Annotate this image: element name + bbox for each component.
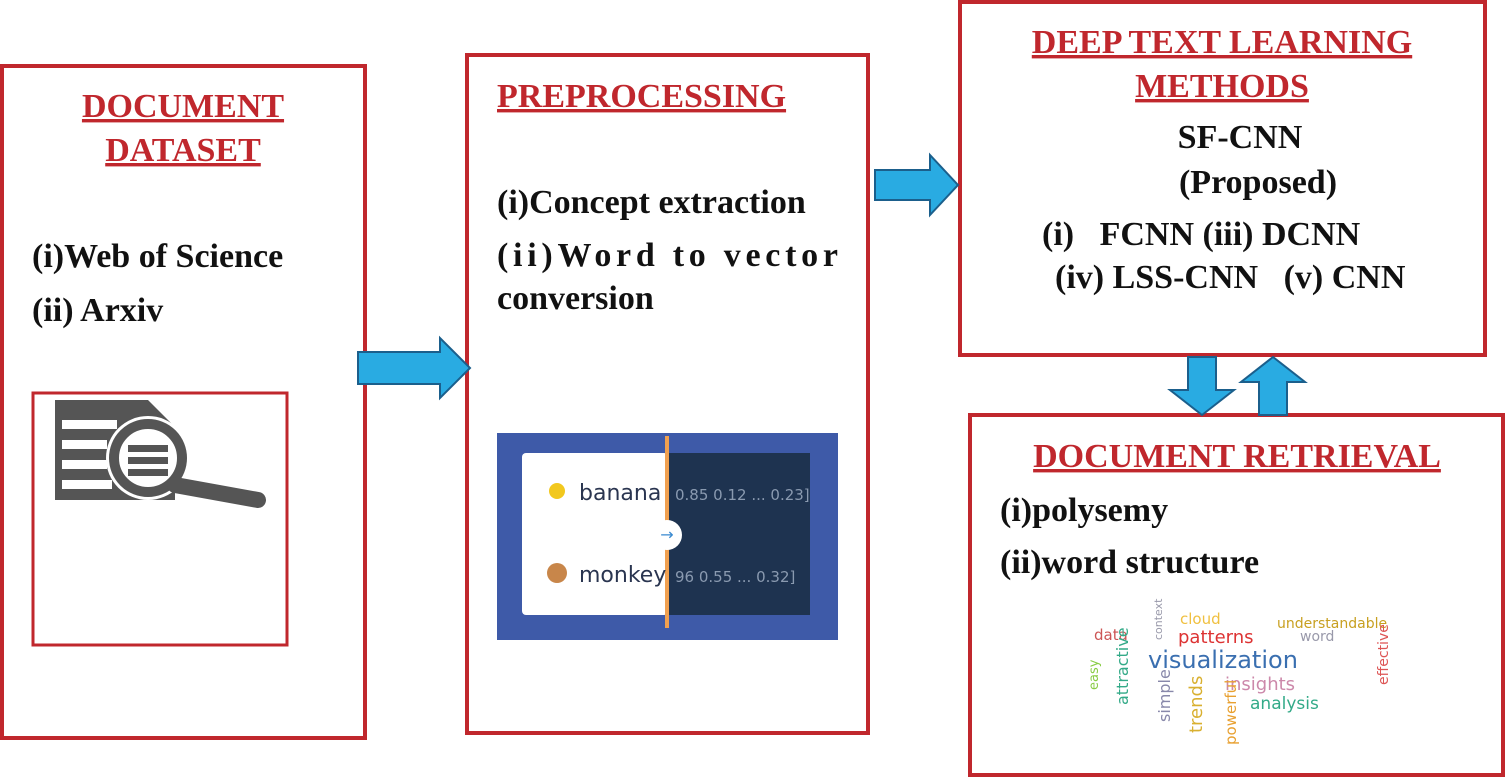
retrieval-box	[968, 413, 1505, 777]
vector: 0.85 0.12 ... 0.23]	[675, 486, 810, 504]
highlight: SF-CNN	[1178, 119, 1303, 156]
cloud-word: insights	[1225, 674, 1295, 695]
cloud-word: patterns	[1178, 627, 1254, 648]
title: DOCUMENT RETRIEVAL	[1033, 438, 1441, 475]
title: PREPROCESSING	[497, 78, 786, 115]
cloud-word: visualization	[1148, 646, 1298, 674]
document-search-icon	[55, 400, 266, 508]
cloud-word: context	[1152, 598, 1165, 640]
highlight: (Proposed)	[1179, 164, 1337, 201]
arrow-down	[1167, 356, 1237, 417]
cloud-word: easy	[1087, 659, 1102, 690]
cloud-word: attractive	[1113, 627, 1132, 705]
word-cloud: data cloud understandable patterns wordvisua…	[1087, 598, 1392, 745]
svg-text:→: →	[660, 525, 673, 544]
word: monkey	[579, 563, 666, 588]
item: (ii) Arxiv	[32, 292, 163, 329]
title: DATASET	[105, 132, 261, 169]
item: (i)Concept extraction	[497, 184, 806, 221]
item: (i) FCNN (iii) DCNN	[1042, 216, 1361, 253]
item: (ii)word structure	[1000, 544, 1259, 581]
cloud-word: effective	[1376, 624, 1392, 685]
item: (i)polysemy	[1000, 492, 1168, 529]
item: (ii)Word to vector	[497, 237, 838, 274]
title: DOCUMENT	[82, 88, 284, 125]
word-vector-image: → banana monkey 0.85 0.12 ... 0.23] 96 0…	[497, 433, 838, 640]
cloud-word: powerful	[1222, 680, 1240, 745]
item: (i)Web of Science	[32, 238, 283, 275]
item: conversion	[497, 280, 654, 317]
arrow	[874, 152, 960, 218]
word: banana	[579, 481, 661, 506]
title: METHODS	[1135, 68, 1309, 105]
arrow	[357, 335, 472, 401]
cloud-word: understandable	[1277, 616, 1387, 632]
vector: 96 0.55 ... 0.32]	[675, 568, 795, 586]
item: (iv) LSS-CNN (v) CNN	[1055, 259, 1406, 296]
cloud-word: analysis	[1250, 694, 1319, 714]
cloud-word: simple	[1155, 669, 1174, 722]
cloud-word: word	[1300, 629, 1334, 645]
title: DEEP TEXT LEARNING	[1032, 24, 1412, 61]
cloud-word: data	[1094, 626, 1128, 644]
methods-box	[958, 0, 1487, 357]
cloud-word: cloud	[1180, 610, 1221, 628]
cloud-word: trends	[1186, 676, 1207, 733]
arrow-up	[1238, 355, 1308, 416]
